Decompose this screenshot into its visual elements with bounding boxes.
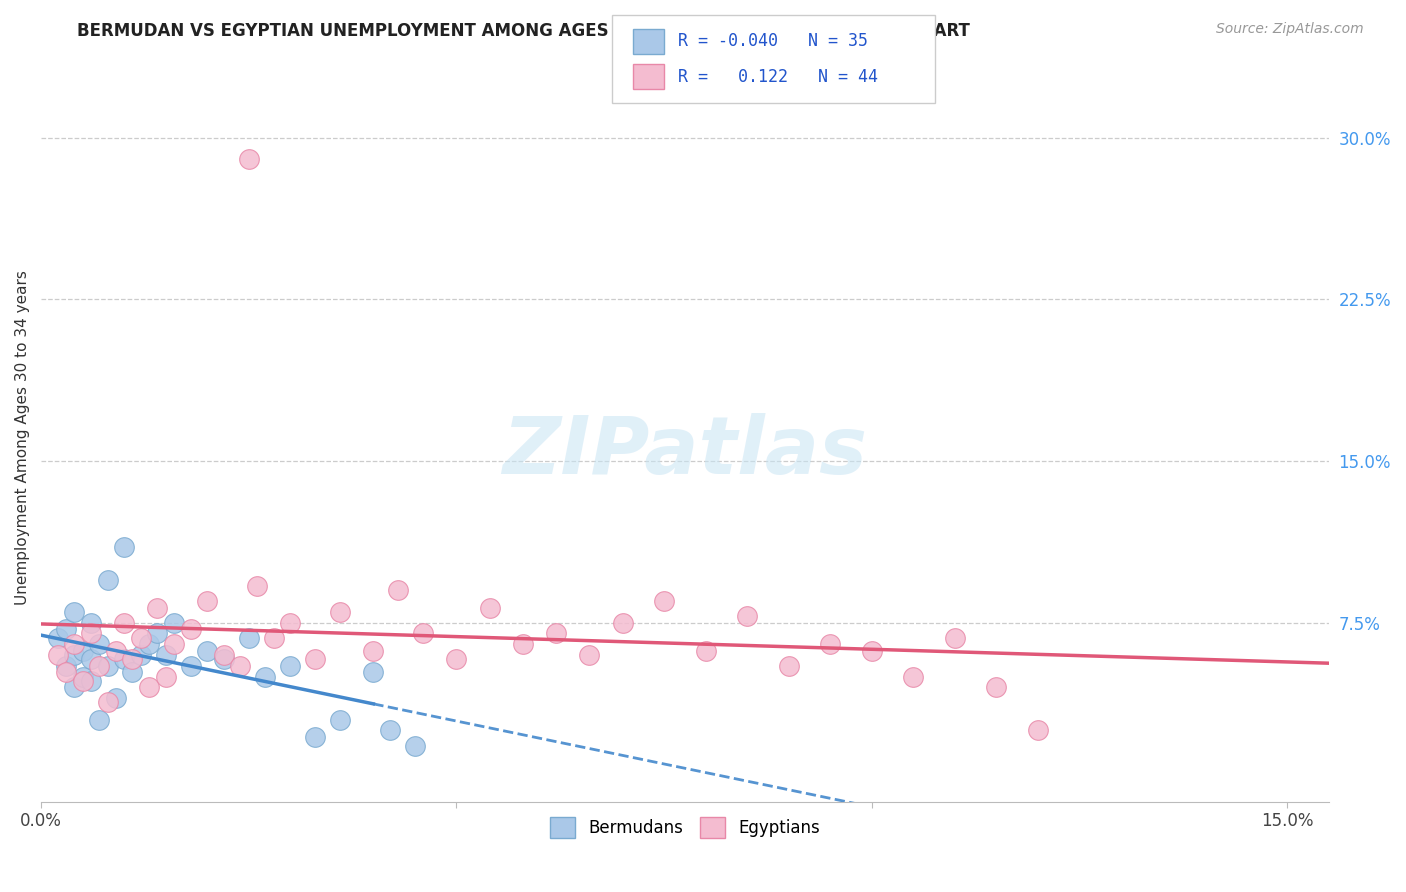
Point: [652, 594, 675, 608]
Point: [943, 631, 966, 645]
Point: [278, 658, 301, 673]
Point: [363, 665, 385, 680]
Text: Source: ZipAtlas.com: Source: ZipAtlas.com: [1216, 22, 1364, 37]
Point: [363, 643, 385, 657]
Point: [55, 665, 77, 680]
Point: [163, 637, 186, 651]
Point: [112, 540, 135, 554]
Text: R = -0.040   N = 35: R = -0.040 N = 35: [678, 32, 868, 50]
Point: [378, 723, 401, 738]
Point: [72, 669, 94, 683]
Text: R =   0.122   N = 44: R = 0.122 N = 44: [678, 68, 877, 86]
Point: [412, 626, 434, 640]
Point: [46, 648, 69, 662]
Point: [860, 643, 883, 657]
Point: [80, 652, 103, 666]
Point: [304, 652, 326, 666]
Point: [63, 648, 86, 662]
Point: [80, 626, 103, 640]
Point: [72, 673, 94, 688]
Point: [121, 652, 143, 666]
Point: [104, 643, 127, 657]
Point: [578, 648, 600, 662]
Point: [329, 713, 352, 727]
Point: [55, 658, 77, 673]
Point: [104, 691, 127, 706]
Point: [1026, 723, 1049, 738]
Point: [80, 615, 103, 630]
Point: [63, 681, 86, 695]
Point: [97, 573, 120, 587]
Point: [278, 615, 301, 630]
Point: [46, 631, 69, 645]
Point: [735, 609, 758, 624]
Point: [903, 669, 925, 683]
Point: [112, 652, 135, 666]
Point: [512, 637, 534, 651]
Point: [820, 637, 842, 651]
Point: [146, 626, 169, 640]
Point: [546, 626, 568, 640]
Point: [97, 658, 120, 673]
Point: [97, 695, 120, 709]
Point: [63, 605, 86, 619]
Point: [146, 600, 169, 615]
Point: [238, 631, 260, 645]
Point: [155, 669, 177, 683]
Point: [212, 652, 235, 666]
Point: [612, 615, 634, 630]
Point: [180, 658, 202, 673]
Point: [986, 681, 1008, 695]
Point: [212, 648, 235, 662]
Text: ZIPatlas: ZIPatlas: [502, 413, 868, 491]
Point: [446, 652, 468, 666]
Point: [63, 637, 86, 651]
Text: BERMUDAN VS EGYPTIAN UNEMPLOYMENT AMONG AGES 30 TO 34 YEARS CORRELATION CHART: BERMUDAN VS EGYPTIAN UNEMPLOYMENT AMONG …: [77, 22, 970, 40]
Point: [246, 579, 269, 593]
Point: [138, 637, 160, 651]
Y-axis label: Unemployment Among Ages 30 to 34 years: Unemployment Among Ages 30 to 34 years: [15, 270, 30, 605]
Point: [229, 658, 252, 673]
Point: [478, 600, 501, 615]
Legend: Bermudans, Egyptians: Bermudans, Egyptians: [543, 811, 827, 844]
Point: [404, 739, 426, 753]
Point: [695, 643, 717, 657]
Point: [129, 631, 152, 645]
Point: [778, 658, 800, 673]
Point: [89, 637, 111, 651]
Point: [195, 594, 218, 608]
Point: [80, 673, 103, 688]
Point: [329, 605, 352, 619]
Point: [163, 615, 186, 630]
Point: [129, 648, 152, 662]
Point: [112, 615, 135, 630]
Point: [89, 713, 111, 727]
Point: [387, 583, 409, 598]
Point: [304, 730, 326, 744]
Point: [138, 681, 160, 695]
Point: [155, 648, 177, 662]
Point: [254, 669, 277, 683]
Point: [238, 152, 260, 166]
Point: [195, 643, 218, 657]
Point: [121, 665, 143, 680]
Point: [55, 622, 77, 636]
Point: [263, 631, 285, 645]
Point: [180, 622, 202, 636]
Point: [72, 643, 94, 657]
Point: [89, 658, 111, 673]
